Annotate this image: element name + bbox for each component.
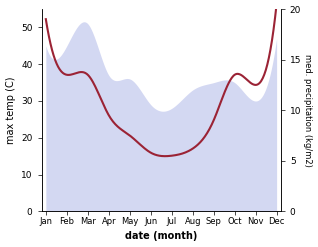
Y-axis label: max temp (C): max temp (C) <box>5 76 16 144</box>
X-axis label: date (month): date (month) <box>125 231 197 242</box>
Y-axis label: med. precipitation (kg/m2): med. precipitation (kg/m2) <box>303 54 313 167</box>
